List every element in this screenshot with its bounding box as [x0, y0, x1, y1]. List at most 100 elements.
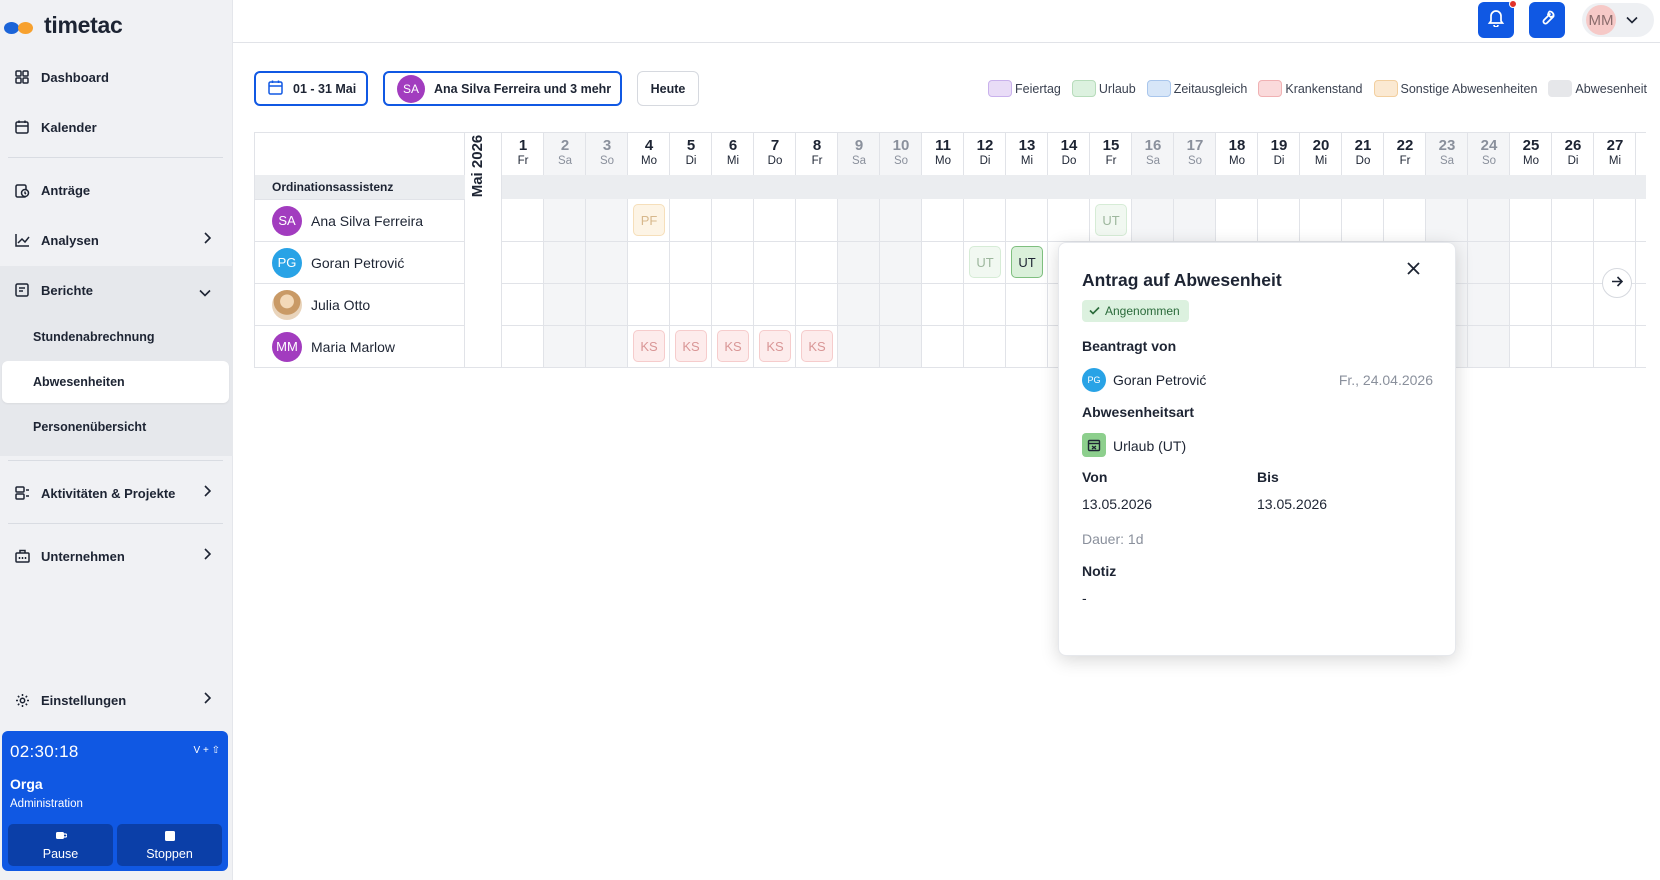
day-column: 8 Fr [796, 133, 838, 367]
weekday-label: Sa [1439, 155, 1455, 167]
date-range-button[interactable]: 01 - 31 Mai [254, 71, 368, 106]
day-header: 15 Fr [1090, 138, 1132, 168]
weekday-label: Do [1061, 155, 1077, 167]
legend-item: Krankenstand [1258, 80, 1363, 97]
absence-entry[interactable]: KS [675, 330, 707, 362]
sidebar-subitem-stundenabrechnung[interactable]: Stundenabrechnung [33, 330, 155, 344]
absence-entry[interactable]: KS [759, 330, 791, 362]
absence-type-label: Abwesenheitsart [1082, 404, 1195, 420]
from-label: Von [1082, 469, 1108, 485]
day-number: 7 [770, 137, 780, 154]
pause-button[interactable]: Pause [8, 824, 113, 866]
day-number: 1 [518, 137, 528, 154]
note-value: - [1082, 590, 1087, 606]
absence-entry[interactable]: KS [801, 330, 833, 362]
absence-type-value: Urlaub (UT) [1113, 438, 1187, 454]
absence-entry[interactable]: UT [1011, 246, 1043, 278]
day-header: 23 Sa [1426, 138, 1468, 168]
close-button[interactable] [1399, 257, 1427, 285]
day-column: 12 Di [964, 133, 1006, 367]
note-label: Notiz [1082, 563, 1117, 579]
avatar [272, 289, 302, 320]
day-header: 25 Mo [1510, 138, 1552, 168]
chart-icon [13, 231, 31, 249]
coffee-icon [55, 830, 68, 844]
legend-label: Abwesenheit [1575, 81, 1647, 96]
person-row[interactable]: Julia Otto [255, 283, 465, 325]
absence-entry[interactable]: PF [633, 204, 665, 236]
arrow-right-icon [1611, 274, 1624, 292]
sidebar-item-dashboard[interactable]: Dashboard [10, 57, 225, 97]
user-menu[interactable]: MM [1582, 3, 1654, 37]
legend-label: Krankenstand [1285, 81, 1363, 96]
chevron-right-icon [203, 692, 212, 707]
day-number: 25 [1522, 137, 1540, 154]
absence-entry[interactable]: UT [1095, 204, 1127, 236]
weekday-label: Di [979, 155, 991, 167]
sidebar-item-berichte[interactable]: Berichte [10, 270, 225, 310]
weekday-label: Mi [1608, 155, 1622, 167]
legend-swatch [988, 80, 1013, 97]
activities-icon [13, 484, 31, 502]
sidebar-item-einstellungen[interactable]: Einstellungen [10, 680, 225, 720]
report-icon [13, 281, 31, 299]
absence-entry[interactable]: UT [969, 246, 1001, 278]
from-value: 13.05.2026 [1082, 496, 1153, 512]
sidebar-subitem-abwesenheiten[interactable]: Abwesenheiten [2, 361, 229, 403]
day-column: 3 So [586, 133, 628, 367]
day-column: 10 So [880, 133, 922, 367]
day-number: 20 [1312, 137, 1330, 154]
timetac-logo[interactable]: timetac [4, 12, 123, 39]
sidebar-item-aktivitaeten[interactable]: Aktivitäten & Projekte [10, 473, 225, 513]
day-header: 11 Mo [922, 138, 964, 168]
day-number: 14 [1060, 137, 1078, 154]
day-number: 10 [892, 137, 910, 154]
tools-button[interactable] [1529, 2, 1565, 38]
day-column: 26 Di [1552, 133, 1594, 367]
day-number: 19 [1270, 137, 1288, 154]
requested-date: Fr., 24.04.2026 [1338, 372, 1433, 388]
today-button[interactable]: Heute [637, 71, 699, 106]
day-header: 3 So [586, 138, 628, 168]
weekday-label: Mo [1229, 155, 1245, 167]
sidebar-item-unternehmen[interactable]: Unternehmen [10, 536, 225, 576]
person-row[interactable]: MM Maria Marlow [255, 325, 465, 367]
person-filter-button[interactable]: SA Ana Silva Ferreira und 3 mehr [383, 71, 622, 106]
day-column: 7 Do [754, 133, 796, 367]
sidebar-item-antraege[interactable]: Anträge [10, 170, 225, 210]
day-column: 13 Mi [1006, 133, 1048, 367]
time-tracker-widget: 02:30:18 V + ⇧ Orga Administration Pause… [2, 731, 228, 871]
legend-item: Zeitausgleich [1146, 80, 1247, 97]
avatar: MM [1586, 5, 1616, 35]
day-column: 27 Mi [1594, 133, 1636, 367]
day-column: 4 Mo [628, 133, 670, 367]
legend-label: Urlaub [1098, 81, 1136, 96]
weekday-label: Sa [851, 155, 867, 167]
sidebar-item-label: Unternehmen [41, 548, 125, 564]
absence-entry[interactable]: KS [633, 330, 665, 362]
sidebar-item-kalender[interactable]: Kalender [10, 107, 225, 147]
notification-dot [1509, 0, 1517, 8]
month-label: Mai 2026 [469, 134, 486, 198]
day-column: 9 Sa [838, 133, 880, 367]
person-row[interactable]: SA Ana Silva Ferreira [255, 199, 465, 241]
sidebar-item-analysen[interactable]: Analysen [10, 220, 225, 260]
duration: Dauer: 1d [1082, 531, 1144, 547]
absence-entry[interactable]: KS [717, 330, 749, 362]
weekday-label: Mo [1523, 155, 1539, 167]
legend-item: Urlaub [1071, 80, 1136, 97]
day-header: 6 Mi [712, 138, 754, 168]
timer-clock: 02:30:18 [10, 742, 79, 761]
close-icon [1406, 262, 1420, 280]
day-header: 8 Fr [796, 138, 838, 168]
sidebar-subitem-personenuebersicht[interactable]: Personenübersicht [33, 420, 147, 434]
calendar-icon [13, 118, 31, 136]
legend-swatch [1258, 80, 1283, 97]
requests-icon [13, 181, 31, 199]
next-page-button[interactable] [1602, 268, 1632, 298]
day-header: 18 Mo [1216, 138, 1258, 168]
notifications-button[interactable] [1478, 2, 1514, 38]
stop-button[interactable]: Stoppen [117, 824, 222, 866]
stop-label: Stoppen [146, 846, 193, 861]
person-row[interactable]: PG Goran Petrović [255, 241, 465, 283]
